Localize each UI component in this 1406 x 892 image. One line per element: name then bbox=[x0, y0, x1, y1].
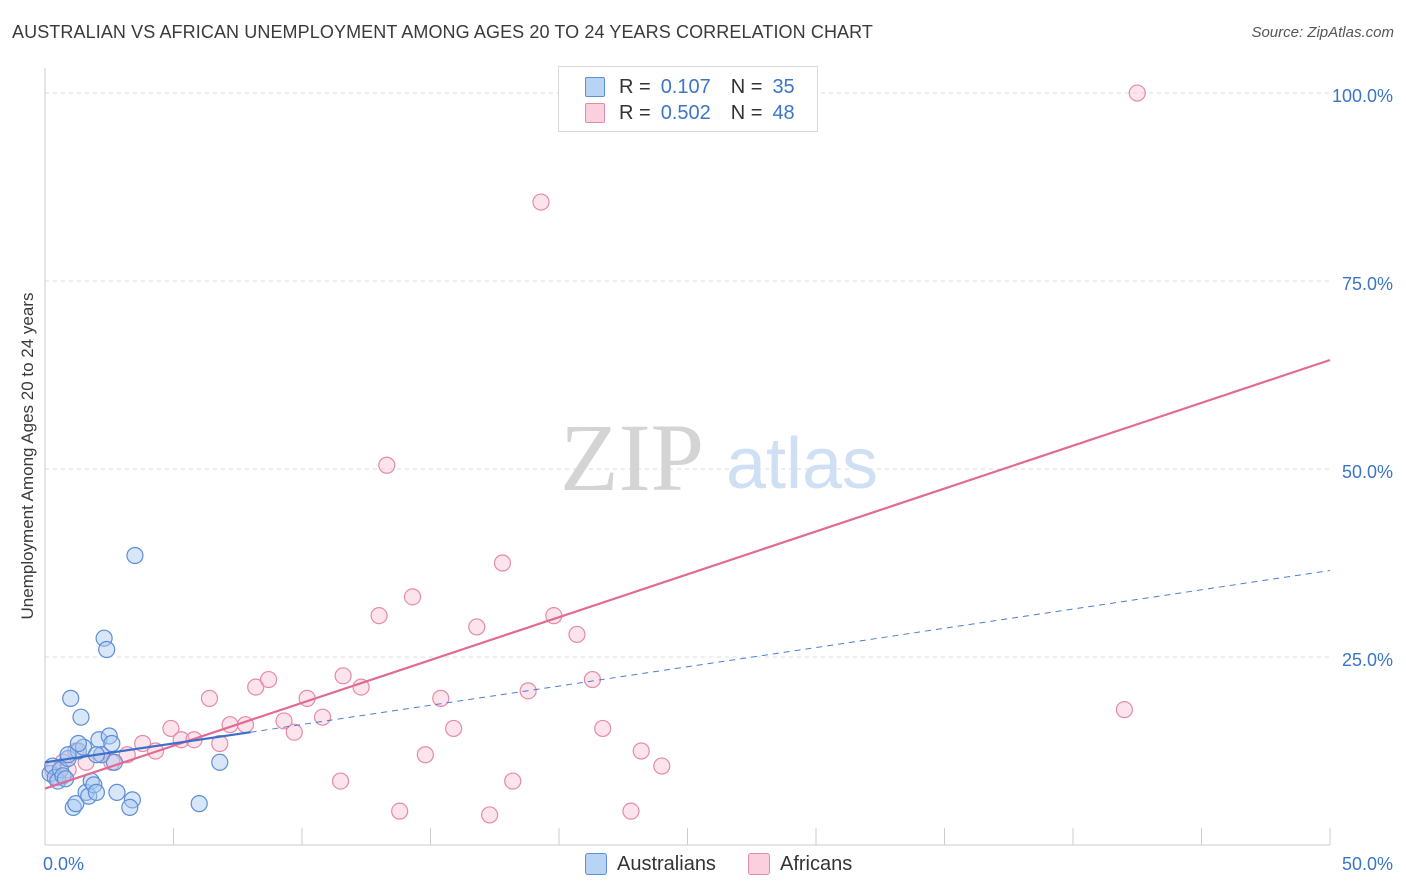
africans-point bbox=[1128, 84, 1146, 102]
watermark: ZIP atlas bbox=[560, 404, 878, 511]
x-tick-label: 50.0% bbox=[1342, 854, 1393, 874]
africans-point bbox=[445, 719, 463, 738]
africans-point bbox=[313, 708, 332, 726]
correlation-legend: R = 0.107 N = 35 R = 0.502 N = 48 bbox=[558, 66, 818, 132]
africans-swatch bbox=[748, 853, 770, 875]
africans-point bbox=[352, 678, 370, 696]
africans-point bbox=[331, 772, 350, 790]
australians-point bbox=[72, 708, 90, 726]
africans-point bbox=[594, 719, 612, 738]
legend-r-label: R = bbox=[619, 101, 651, 124]
africans-point bbox=[378, 456, 396, 474]
australians-swatch bbox=[585, 853, 607, 875]
australians-point bbox=[121, 798, 139, 817]
africans-point bbox=[583, 670, 602, 689]
australians-point bbox=[69, 734, 88, 753]
australians-point bbox=[103, 734, 121, 753]
chart-title: AUSTRALIAN VS AFRICAN UNEMPLOYMENT AMONG… bbox=[12, 22, 874, 42]
legend-r-value: 0.107 bbox=[660, 75, 711, 98]
legend-n-label: N = bbox=[730, 75, 763, 98]
africans-point bbox=[403, 588, 422, 606]
africans-point bbox=[468, 618, 486, 636]
africans-point bbox=[211, 734, 229, 753]
trend-lines bbox=[44, 358, 1331, 790]
australians-point bbox=[126, 546, 144, 565]
australians-point bbox=[87, 783, 106, 801]
australians-point bbox=[62, 689, 80, 707]
series-australians bbox=[41, 546, 229, 817]
africans-point bbox=[632, 742, 650, 760]
africans-point bbox=[416, 746, 434, 764]
africans-point bbox=[653, 757, 671, 775]
y-tick-label: 50.0% bbox=[1342, 462, 1393, 482]
africans-point bbox=[1115, 701, 1134, 719]
series-africans bbox=[44, 84, 1146, 824]
australians-point bbox=[67, 795, 85, 813]
legend-swatch-africans bbox=[585, 103, 605, 123]
gridlines bbox=[45, 92, 1330, 658]
africans-point bbox=[432, 689, 450, 707]
africans-point bbox=[391, 802, 409, 820]
legend-swatch-australians bbox=[585, 77, 605, 97]
africans-point bbox=[622, 802, 640, 820]
bottom-legend-australians: Australians bbox=[585, 850, 716, 878]
africans-point bbox=[247, 678, 265, 696]
africans-point bbox=[334, 667, 352, 685]
africans-trend-line bbox=[44, 358, 1331, 790]
africans-point bbox=[370, 607, 388, 625]
source-label: Source: ZipAtlas.com bbox=[1251, 24, 1394, 41]
australians-trend-line bbox=[44, 731, 251, 764]
legend-n-label: N = bbox=[730, 101, 763, 124]
africans-point bbox=[493, 554, 512, 572]
watermark-zip: ZIP bbox=[560, 404, 704, 511]
y-tick-label: 25.0% bbox=[1342, 650, 1393, 670]
x-tick-label: 0.0% bbox=[43, 854, 84, 874]
australians-point bbox=[54, 767, 72, 785]
legend-n-value: 48 bbox=[772, 101, 795, 124]
africans-point bbox=[532, 193, 550, 211]
africans-point bbox=[481, 806, 499, 824]
australians-point bbox=[190, 795, 208, 813]
legend-row-africans: R = 0.502 N = 48 bbox=[619, 101, 795, 125]
australians-legend-label: Australians bbox=[617, 852, 716, 875]
australians-trend-dashed bbox=[250, 570, 1331, 733]
africans-point bbox=[285, 723, 303, 741]
africans-point bbox=[568, 625, 586, 644]
africans-legend-label: Africans bbox=[780, 852, 853, 875]
australians-point bbox=[98, 640, 116, 659]
legend-r-label: R = bbox=[619, 75, 651, 98]
africans-point bbox=[504, 772, 522, 790]
tick-labels: 25.0% 50.0% 75.0% 100.0% 0.0% 50.0% bbox=[43, 86, 1393, 874]
axes bbox=[44, 68, 1331, 846]
australians-point bbox=[108, 783, 126, 801]
australians-point bbox=[211, 753, 229, 771]
bottom-legend-africans: Africans bbox=[748, 850, 852, 878]
y-tick-label: 100.0% bbox=[1332, 86, 1393, 106]
legend-n-value: 35 bbox=[772, 75, 795, 98]
africans-point bbox=[275, 712, 293, 730]
africans-point bbox=[200, 689, 219, 707]
legend-row-australians: R = 0.107 N = 35 bbox=[619, 75, 795, 99]
y-tick-label: 75.0% bbox=[1342, 274, 1393, 294]
africans-point bbox=[162, 719, 180, 738]
legend-r-value: 0.502 bbox=[660, 101, 711, 124]
africans-point bbox=[259, 670, 278, 689]
watermark-atlas: atlas bbox=[726, 424, 878, 504]
